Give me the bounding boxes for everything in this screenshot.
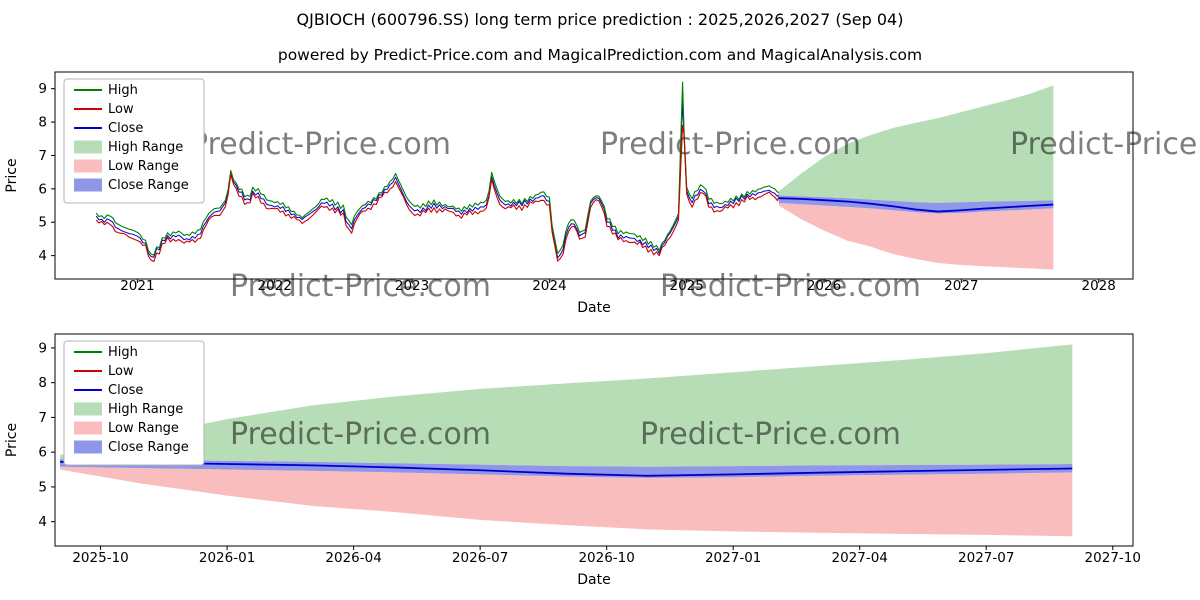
- x-tick-label: 2022: [258, 278, 292, 294]
- legend-label: High: [108, 83, 138, 98]
- legend-label: Low Range: [108, 159, 179, 174]
- watermark-text: Predict-Price.com: [1010, 127, 1200, 162]
- y-tick-label: 5: [38, 479, 47, 495]
- y-tick-label: 7: [38, 148, 47, 164]
- x-tick-label: 2027-10: [1085, 550, 1141, 566]
- forecast-close-line: [60, 461, 1073, 477]
- x-tick-label: 2027-07: [958, 550, 1014, 566]
- legend-label: High Range: [108, 140, 183, 155]
- forecast-detail-chart: Predict-Price.com Predict-Price.com 2025-1…: [4, 333, 1141, 588]
- x-tick-label: 2027: [944, 278, 978, 294]
- y-axis-label: Price: [4, 423, 20, 457]
- x-tick-label: 2024: [532, 278, 566, 294]
- legend-label: Close Range: [108, 440, 189, 455]
- forecast-close-line: [778, 197, 1054, 213]
- x-tick-label: 2027-04: [831, 550, 887, 566]
- y-tick-label: 6: [38, 181, 47, 197]
- x-axis-label: Date: [577, 572, 610, 588]
- high-line: [95, 81, 780, 256]
- legend-swatch-high-range: [74, 140, 102, 154]
- legend-label: Low: [108, 364, 134, 379]
- chart-subtitle: powered by Predict-Price.com and Magical…: [277, 46, 923, 64]
- x-tick-label: 2023: [395, 278, 429, 294]
- plot-border: [54, 333, 1134, 547]
- x-tick-label: 2026-10: [578, 550, 634, 566]
- watermark-text: Predict-Price.com: [230, 417, 491, 452]
- legend-label: High Range: [108, 402, 183, 417]
- legend-swatch-close-range: [74, 178, 102, 192]
- x-tick-label: 2028: [1081, 278, 1115, 294]
- y-tick-label: 8: [38, 375, 47, 391]
- y-tick-label: 7: [38, 410, 47, 426]
- x-tick-label: 2025: [670, 278, 704, 294]
- close-line: [95, 101, 780, 259]
- watermark-text: Predict-Price.com: [230, 269, 491, 304]
- legend-label: Close: [108, 121, 143, 136]
- y-tick-label: 9: [38, 340, 47, 356]
- low-range-area: [778, 202, 1054, 270]
- low-line: [95, 124, 780, 263]
- legend-label: Close Range: [108, 178, 189, 193]
- high-range-area: [60, 344, 1073, 467]
- legend-swatch-close-range: [74, 440, 102, 454]
- legend-label: Low Range: [108, 421, 179, 436]
- y-axis-label: Price: [4, 158, 20, 192]
- watermark-text: Predict-Price.com: [640, 417, 901, 452]
- y-tick-label: 6: [38, 445, 47, 461]
- y-tick-label: 9: [38, 81, 47, 97]
- price-history-chart: Predict-Price.com Predict-Price.com Predic…: [4, 71, 1200, 316]
- legend-label: High: [108, 345, 138, 360]
- x-tick-label: 2026: [807, 278, 841, 294]
- y-tick-label: 5: [38, 215, 47, 231]
- legend-label: Low: [108, 102, 134, 117]
- legend-swatch-low-range: [74, 421, 102, 435]
- legend-label: Close: [108, 383, 143, 398]
- legend-swatch-high-range: [74, 402, 102, 416]
- x-tick-label: 2021: [120, 278, 154, 294]
- low-range-area: [60, 466, 1073, 537]
- watermark-text: Predict-Price.com: [190, 127, 451, 162]
- high-range-area: [778, 85, 1054, 203]
- x-tick-label: 2026-07: [452, 550, 508, 566]
- watermark-text: Predict-Price.com: [600, 127, 861, 162]
- y-tick-label: 4: [38, 248, 47, 264]
- x-tick-label: 2026-04: [325, 550, 381, 566]
- x-tick-label: 2025-10: [72, 550, 128, 566]
- watermark-text: Predict-Price.com: [660, 269, 921, 304]
- y-tick-label: 4: [38, 514, 47, 530]
- legend-swatch-low-range: [74, 159, 102, 173]
- plot-border: [54, 71, 1134, 280]
- x-tick-label: 2027-01: [705, 550, 761, 566]
- x-tick-label: 2026-01: [199, 550, 255, 566]
- x-axis-label: Date: [577, 300, 610, 316]
- y-tick-label: 8: [38, 115, 47, 131]
- chart-title: QJBIOCH (600796.SS) long term price pred…: [296, 10, 904, 29]
